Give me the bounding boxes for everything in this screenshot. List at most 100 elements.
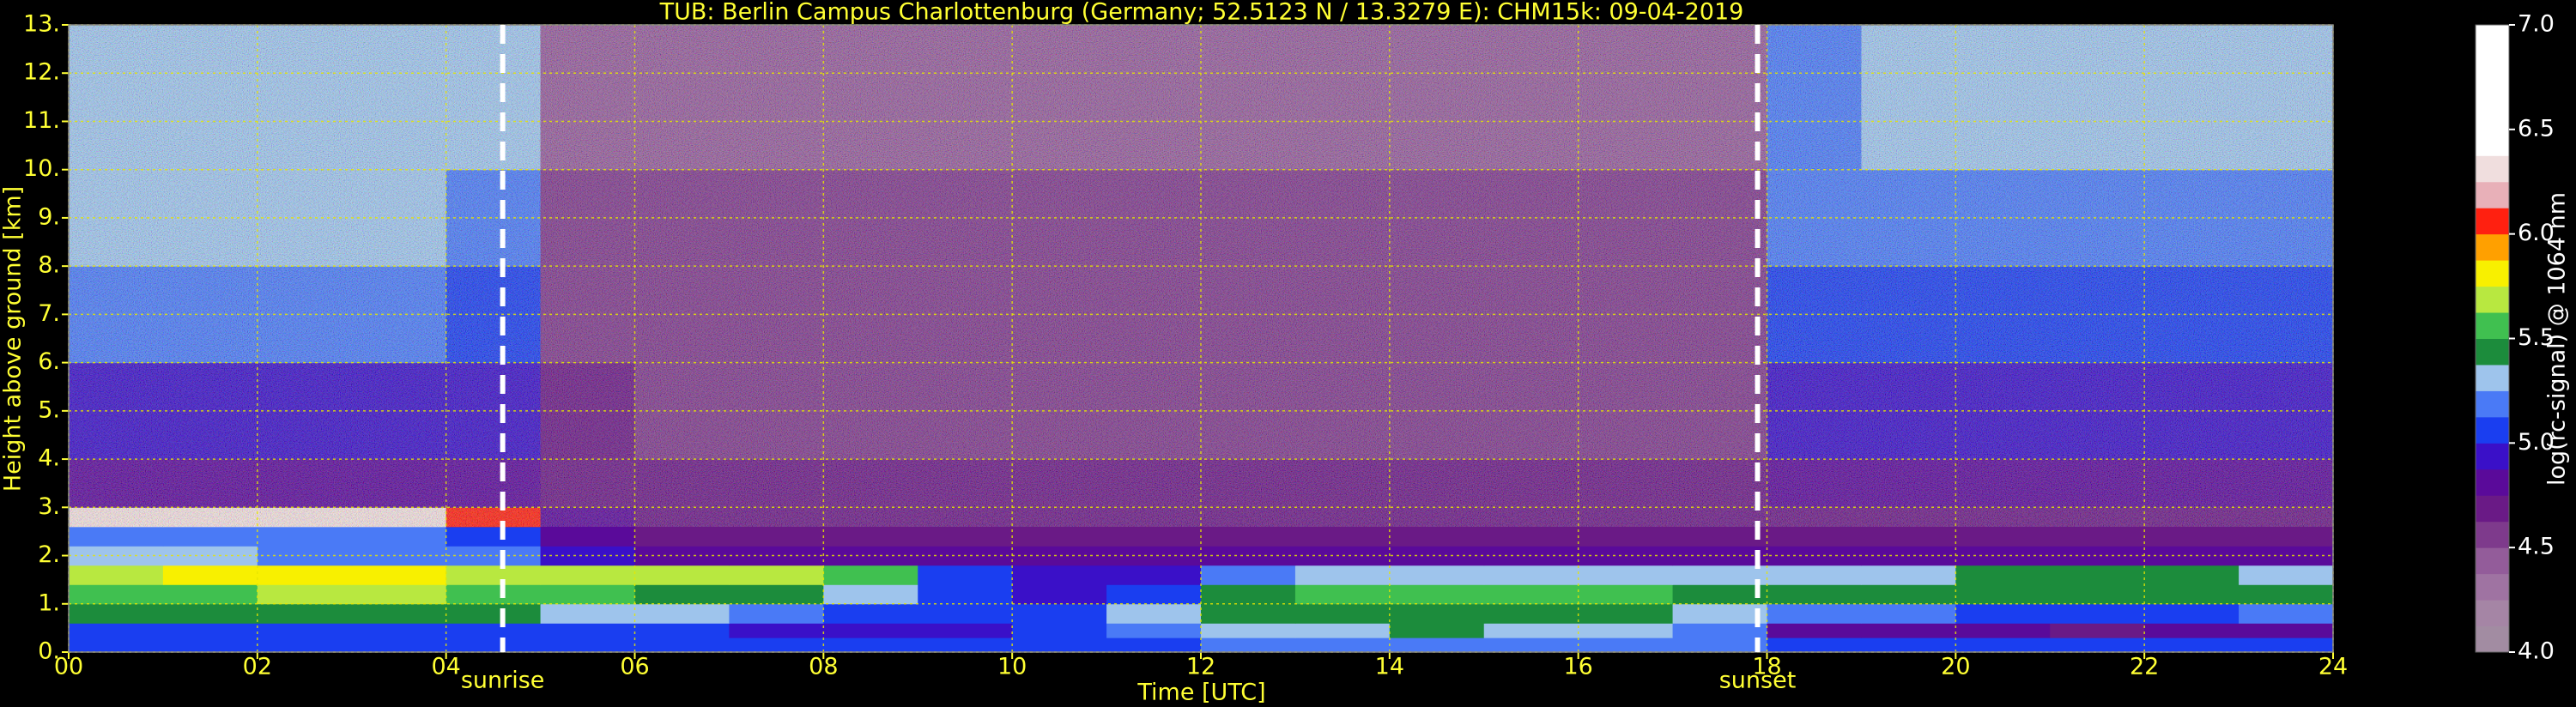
heatmap-cell [2050, 546, 2145, 566]
y-tick-label: 6. [38, 348, 60, 375]
heatmap-cell [634, 603, 730, 624]
heatmap-cell [1106, 546, 1202, 566]
heatmap-cell [257, 565, 353, 585]
heatmap-cell [1483, 638, 1579, 653]
heatmap-cell [445, 526, 542, 547]
heatmap-cell [1861, 526, 1956, 547]
colorbar-segment [2476, 155, 2509, 183]
heatmap-cell [1012, 565, 1107, 585]
heatmap-cell [1672, 546, 1767, 566]
heatmap-cell [1012, 638, 1107, 653]
colorbar-segment [2476, 443, 2509, 470]
heatmap-cell [1955, 526, 2051, 547]
heatmap-cell [1955, 603, 2051, 624]
heatmap-cell [1389, 565, 1485, 585]
heatmap-cell [1201, 526, 1296, 547]
heatmap-cell [351, 565, 447, 585]
x-tick-label: 14 [1375, 654, 1404, 680]
x-tick-label: 20 [1941, 654, 1970, 680]
heatmap-cell [1578, 526, 1674, 547]
heatmap-cell [2239, 603, 2334, 624]
y-tick-label: 11. [23, 107, 60, 134]
heatmap-cell [1012, 584, 1107, 605]
heatmap-cell [1106, 565, 1202, 585]
heatmap-cell [1767, 565, 1862, 585]
heatmap-cell [918, 638, 1013, 653]
heatmap-cell [162, 638, 258, 653]
x-tick-label: 18 [1752, 654, 1781, 680]
annotation-label: sunrise [461, 668, 545, 694]
heatmap-cell [729, 584, 824, 605]
heatmap-cell [2050, 565, 2145, 585]
heatmap-cell [540, 623, 635, 638]
heatmap-cell [1767, 546, 1862, 566]
heatmap-cell [540, 526, 635, 547]
heatmap-cell [2144, 623, 2240, 638]
heatmap-cell [918, 526, 1013, 547]
heatmap-cell [2239, 565, 2334, 585]
heatmap-cell [1955, 584, 2051, 605]
heatmap-cell [1861, 603, 1956, 624]
heatmap-cell [1955, 623, 2051, 638]
heatmap-cell [540, 603, 635, 624]
heatmap-cell [634, 584, 730, 605]
heatmap-cell [1955, 546, 2051, 566]
heatmap-cell [1389, 584, 1485, 605]
heatmap-cell [729, 603, 824, 624]
heatmap-cell [540, 638, 635, 653]
heatmap-cell [257, 603, 353, 624]
colorbar-segment [2476, 521, 2509, 548]
heatmap-cell [69, 603, 164, 624]
heatmap-cell [729, 565, 824, 585]
heatmap-cell [445, 638, 542, 653]
colorbar-segment [2476, 103, 2509, 130]
colorbar-segment [2476, 364, 2509, 391]
heatmap-cell [1012, 546, 1107, 566]
y-tick-label: 13. [23, 11, 60, 38]
heatmap-cell [823, 638, 918, 653]
y-tick-label: 8. [38, 252, 60, 279]
colorbar-segment [2476, 181, 2509, 208]
heatmap-cell [1389, 638, 1485, 653]
heatmap-cell [1861, 623, 1956, 638]
heatmap-cell [1578, 623, 1674, 638]
heatmap-cell [2144, 603, 2240, 624]
y-tick-label: 3. [38, 493, 60, 520]
heatmap-cell [69, 623, 164, 638]
heatmap-cell [69, 526, 164, 547]
heatmap-cell [1767, 584, 1862, 605]
heatmap-cell [918, 623, 1013, 638]
heatmap-cell [1389, 526, 1485, 547]
heatmap-cell [729, 526, 824, 547]
heatmap-cell [1389, 623, 1485, 638]
heatmap-cell [1483, 603, 1579, 624]
heatmap-cell [1106, 623, 1202, 638]
heatmap-cell [2239, 638, 2334, 653]
heatmap-cell [69, 638, 164, 653]
y-tick-label: 10. [23, 155, 60, 182]
heatmap-cell [1201, 638, 1296, 653]
colorbar-segment [2476, 625, 2509, 653]
heatmap-cell [729, 623, 824, 638]
heatmap-cell [351, 638, 447, 653]
x-tick-label: 12 [1186, 654, 1215, 680]
heatmap-cell [1483, 526, 1579, 547]
plot-frame [68, 24, 2334, 653]
heatmap-cell [1294, 565, 1391, 585]
colorbar-segment [2476, 233, 2509, 261]
heatmap-cell [1294, 603, 1391, 624]
heatmap-cell [351, 623, 447, 638]
x-tick-label: 06 [620, 654, 649, 680]
x-tick-label: 10 [997, 654, 1027, 680]
heatmap-cell [1483, 584, 1579, 605]
heatmap-cell [2144, 584, 2240, 605]
annotation-label: sunset [1719, 668, 1797, 694]
y-tick-label: 7. [38, 300, 60, 327]
x-axis-label: Time [UTC] [1136, 680, 1265, 706]
heatmap-cell [2239, 584, 2334, 605]
heatmap-cell [823, 623, 918, 638]
heatmap-cell [823, 546, 918, 566]
heatmap-cell [1294, 623, 1391, 638]
colorbar-tick-label: 4.0 [2518, 638, 2555, 665]
heatmap-cell [1012, 623, 1107, 638]
